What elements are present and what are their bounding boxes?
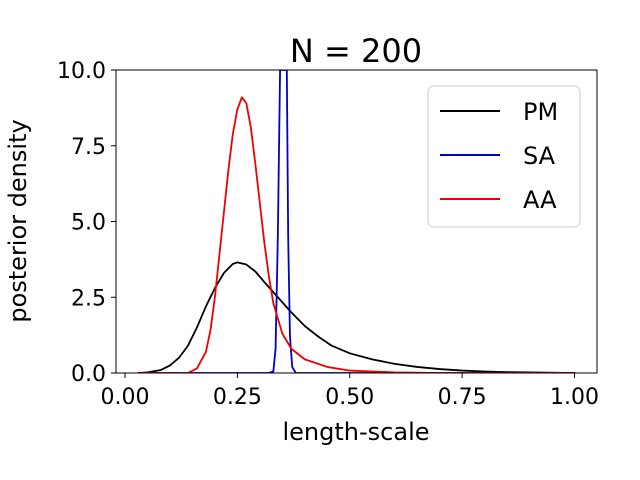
legend-label-sa: SA (523, 142, 556, 170)
y-axis-label: posterior density (4, 119, 32, 322)
y-axis: 0.0 2.5 5.0 7.5 10.0 (57, 59, 116, 387)
y-tick-label: 10.0 (57, 59, 106, 84)
x-axis: 0.00 0.25 0.50 0.75 1.00 (100, 373, 599, 410)
legend-label-pm: PM (523, 98, 558, 126)
y-tick-label: 2.5 (71, 286, 106, 311)
chart-title: N = 200 (290, 32, 422, 70)
x-tick-label: 1.00 (550, 385, 599, 410)
y-tick-label: 7.5 (71, 135, 106, 160)
y-tick-label: 0.0 (71, 362, 106, 387)
series-line-sa (137, 70, 576, 373)
x-tick-label: 0.75 (438, 385, 487, 410)
x-axis-label: length-scale (283, 418, 430, 446)
series-layer (137, 70, 576, 373)
y-tick-label: 5.0 (71, 211, 106, 236)
legend-label-aa: AA (523, 186, 557, 214)
series-line-aa (137, 96, 576, 373)
legend-box (427, 85, 581, 228)
x-tick-label: 0.50 (325, 385, 374, 410)
legend: PM SA AA (427, 85, 581, 228)
x-tick-label: 0.25 (213, 385, 262, 410)
x-tick-label: 0.00 (100, 385, 149, 410)
